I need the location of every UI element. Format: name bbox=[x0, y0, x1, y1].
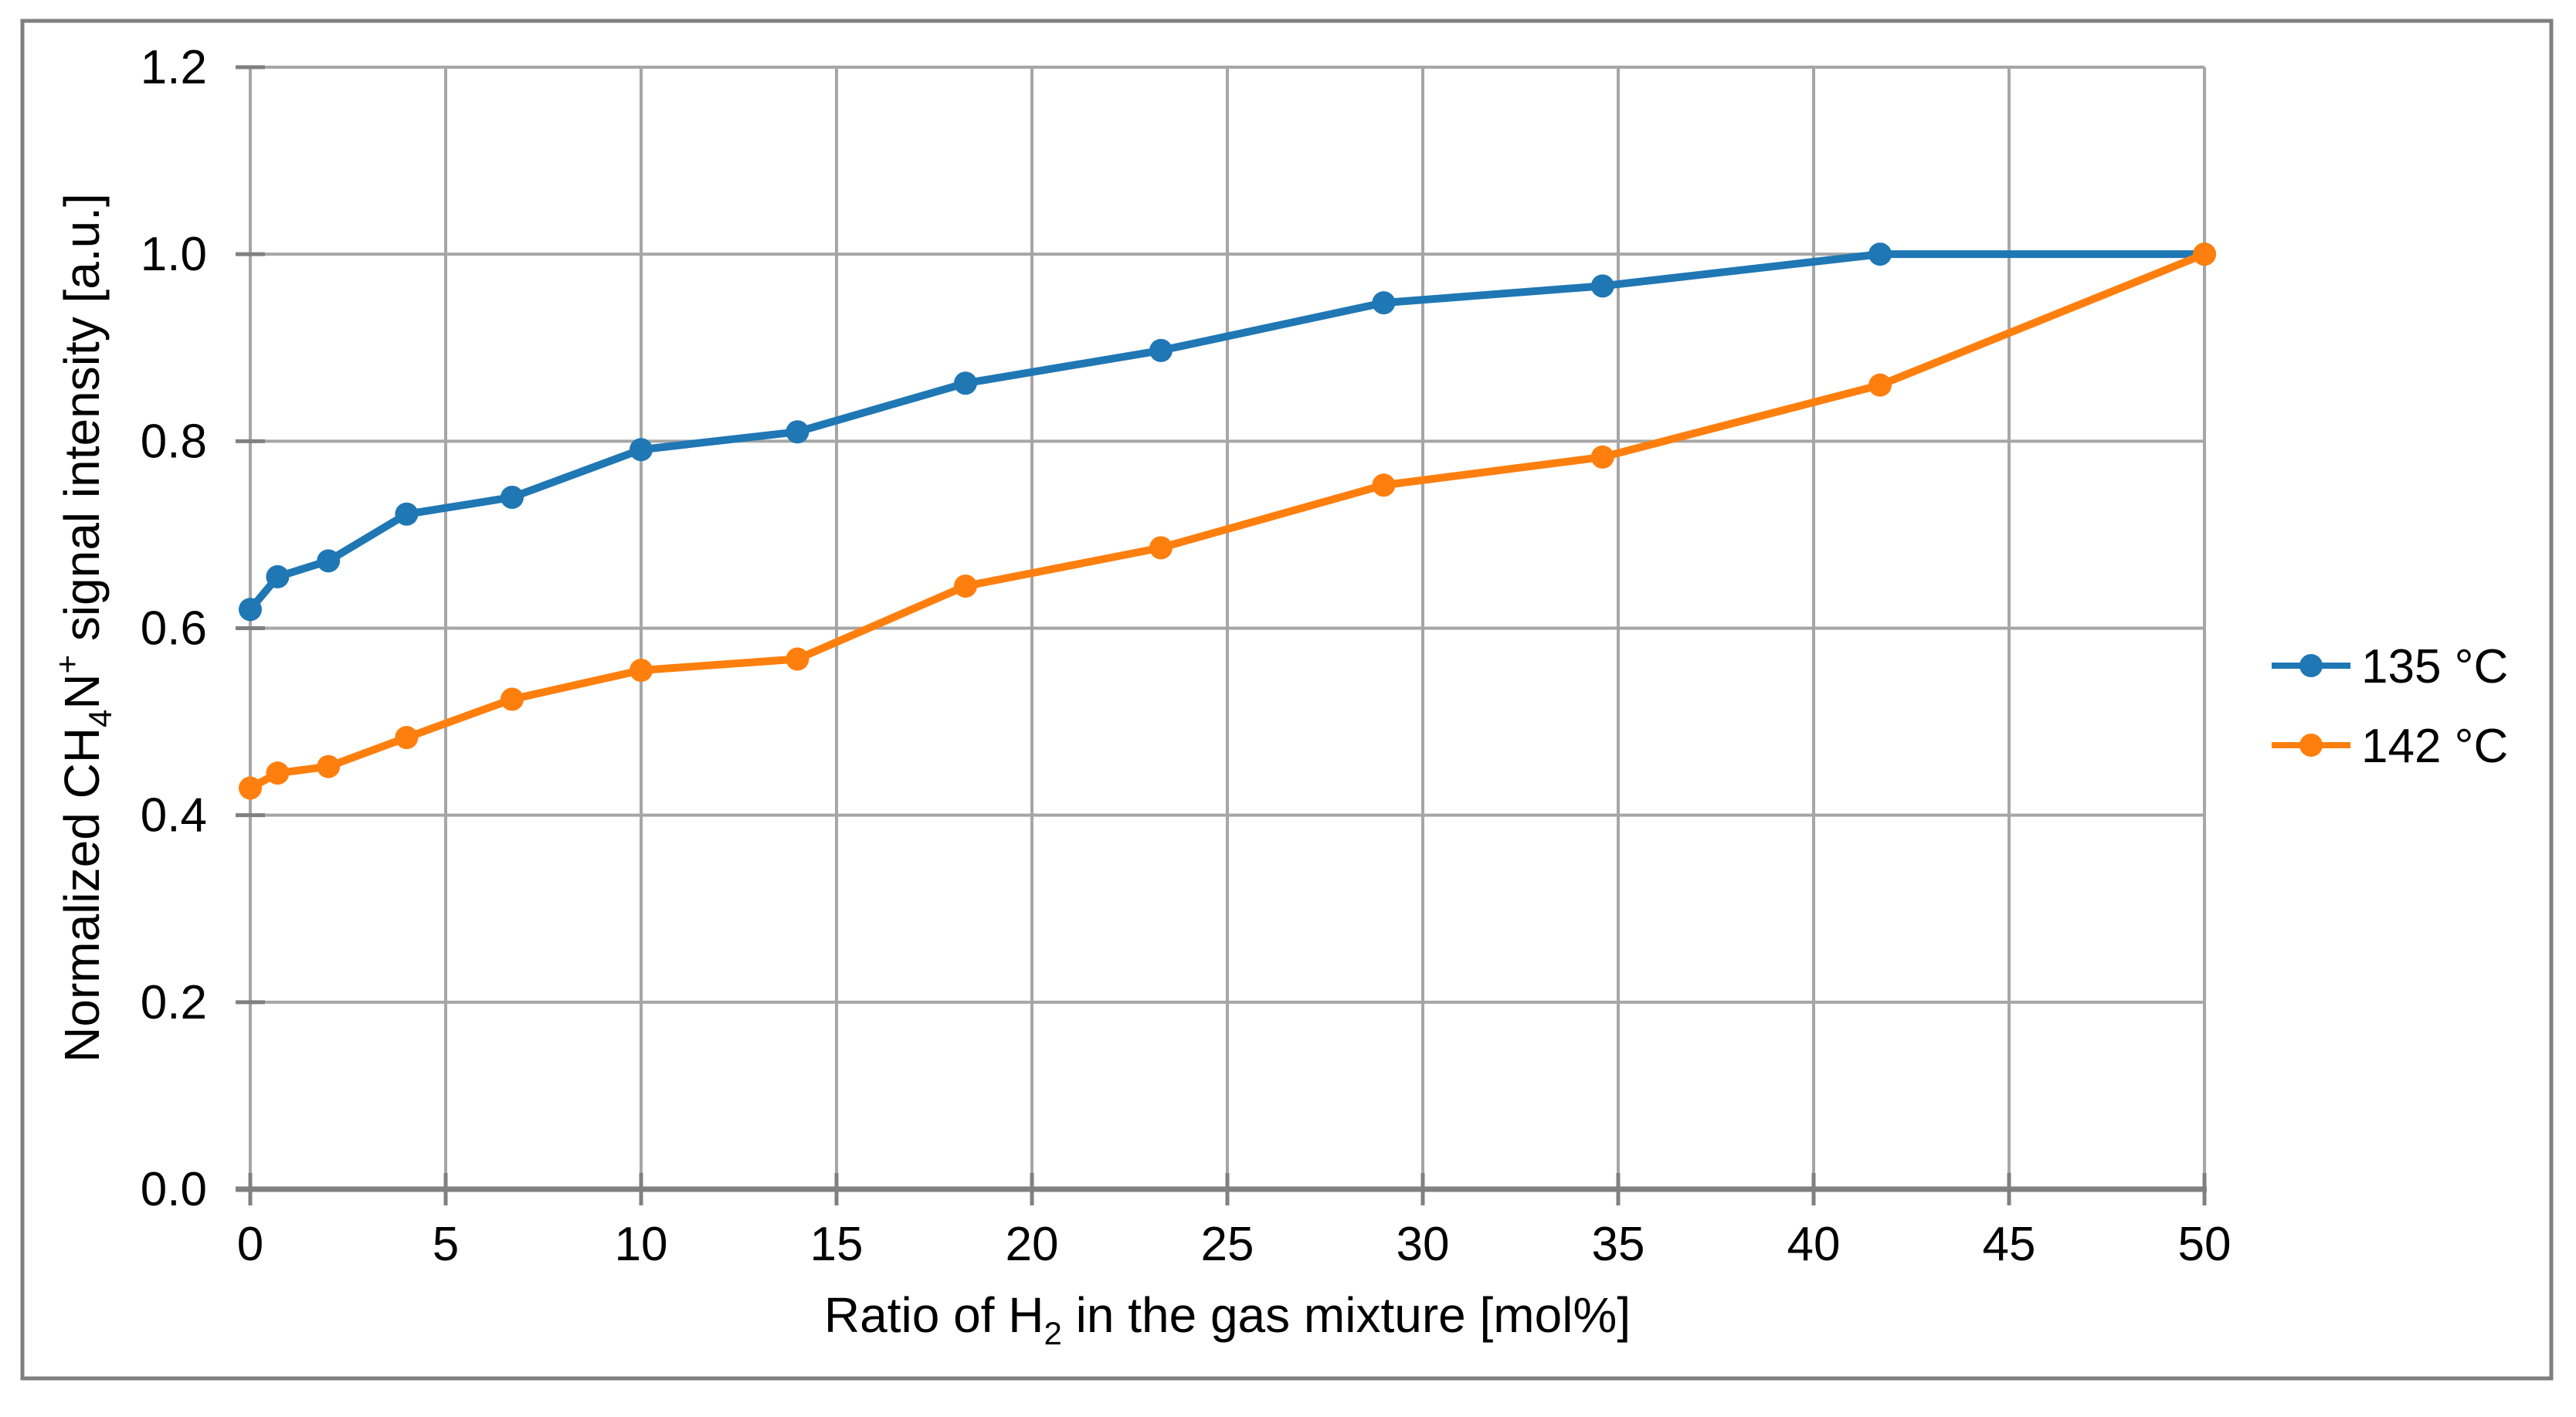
series-1-marker bbox=[1590, 445, 1614, 469]
series-1-marker bbox=[2193, 242, 2216, 266]
y-tick-label-0.2: 0.2 bbox=[141, 976, 207, 1029]
x-tick-label-40: 40 bbox=[1787, 1218, 1841, 1271]
legend-item-1-marker-icon bbox=[2299, 734, 2323, 757]
series-1-marker bbox=[239, 776, 262, 800]
series-0-marker bbox=[1372, 291, 1396, 315]
series-1-marker bbox=[1372, 473, 1396, 497]
x-tick-label-50: 50 bbox=[2178, 1218, 2232, 1271]
series-0-marker bbox=[1868, 242, 1892, 266]
figure-border bbox=[20, 19, 2554, 1381]
y-tick-label-0.8: 0.8 bbox=[141, 415, 207, 468]
series-1-marker bbox=[317, 754, 341, 778]
series-1-marker bbox=[395, 726, 419, 750]
legend-item-0-label: 135 °C bbox=[2361, 640, 2508, 693]
series-0-marker bbox=[1149, 338, 1173, 362]
series-0-marker bbox=[630, 438, 653, 462]
y-tick-label-1.0: 1.0 bbox=[141, 228, 207, 281]
series-1-marker bbox=[266, 761, 290, 785]
legend-item-1-label: 142 °C bbox=[2361, 720, 2508, 773]
series-0-marker bbox=[953, 371, 977, 395]
y-axis-title: Normalized CH4N+ signal intensity [a.u.] bbox=[49, 193, 118, 1063]
series-1-marker bbox=[1868, 373, 1892, 397]
y-tick-label-0.6: 0.6 bbox=[141, 602, 207, 656]
x-tick-label-20: 20 bbox=[1006, 1218, 1059, 1271]
series-1-marker bbox=[630, 658, 653, 682]
series-0-marker bbox=[395, 502, 419, 526]
x-tick-label-30: 30 bbox=[1397, 1218, 1450, 1271]
x-axis-title: Ratio of H2 in the gas mixture [mol%] bbox=[824, 1287, 1631, 1351]
x-tick-label-25: 25 bbox=[1201, 1218, 1254, 1271]
series-1-marker bbox=[1149, 536, 1173, 560]
series-0-marker bbox=[501, 485, 524, 509]
series-0-marker bbox=[786, 420, 809, 444]
series-1-marker bbox=[953, 575, 977, 598]
x-tick-label-5: 5 bbox=[433, 1218, 459, 1271]
x-tick-label-10: 10 bbox=[615, 1218, 668, 1271]
series-0-marker bbox=[317, 549, 341, 573]
series-1-marker bbox=[501, 687, 524, 711]
series-0-marker bbox=[239, 598, 262, 622]
legend-item-0-marker-icon bbox=[2299, 654, 2323, 677]
series-0-marker bbox=[266, 564, 290, 588]
y-tick-label-1.2: 1.2 bbox=[141, 41, 207, 94]
x-tick-label-0: 0 bbox=[237, 1218, 263, 1271]
y-tick-label-0.0: 0.0 bbox=[141, 1163, 207, 1216]
series-1-marker bbox=[786, 647, 809, 671]
series-0-marker bbox=[1590, 274, 1614, 298]
y-tick-label-0.4: 0.4 bbox=[141, 789, 207, 842]
x-tick-label-15: 15 bbox=[810, 1218, 864, 1271]
x-tick-label-35: 35 bbox=[1592, 1218, 1645, 1271]
x-tick-label-45: 45 bbox=[1983, 1218, 2036, 1271]
